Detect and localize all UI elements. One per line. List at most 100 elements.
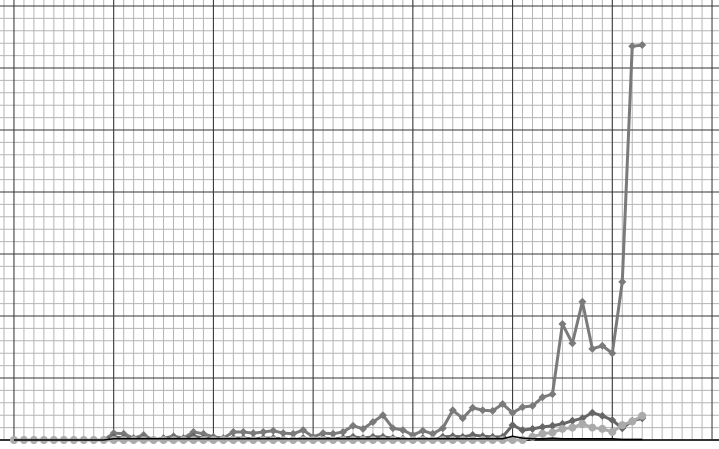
marker [219, 436, 228, 444]
marker [109, 436, 118, 444]
marker [608, 416, 617, 425]
marker [488, 436, 497, 444]
marker [289, 436, 298, 444]
marker [588, 408, 597, 417]
marker [608, 427, 617, 436]
series-line [13, 414, 643, 442]
marker [179, 436, 188, 444]
marker [468, 436, 477, 444]
marker [309, 436, 318, 444]
marker [319, 436, 328, 444]
marker [578, 414, 587, 423]
marker [329, 436, 338, 444]
marker [209, 436, 218, 444]
marker [199, 436, 208, 444]
marker [578, 297, 587, 306]
marker [279, 436, 288, 444]
marker [398, 436, 407, 444]
marker [608, 349, 617, 358]
marker [428, 429, 437, 438]
marker [418, 426, 427, 435]
marker [508, 408, 517, 417]
marker [448, 436, 457, 444]
marker [548, 421, 557, 430]
marker [229, 427, 238, 436]
marker [169, 436, 178, 444]
marker [568, 339, 577, 348]
marker [378, 411, 387, 420]
marker [638, 411, 647, 420]
marker [498, 436, 507, 444]
series-line [13, 435, 643, 441]
marker [239, 436, 248, 444]
marker [368, 418, 377, 427]
marker [558, 424, 567, 433]
marker [588, 344, 597, 353]
marker [448, 406, 457, 415]
marker [458, 436, 467, 444]
marker [438, 424, 447, 433]
marker [508, 436, 517, 444]
marker [548, 428, 557, 437]
marker [418, 436, 427, 444]
marker [388, 424, 397, 433]
marker [568, 416, 577, 425]
marker [508, 421, 517, 430]
marker [498, 400, 507, 409]
marker [358, 436, 367, 444]
marker [628, 42, 637, 51]
marker [558, 320, 567, 329]
marker [458, 414, 467, 423]
marker [249, 436, 258, 444]
marker [588, 423, 597, 432]
marker [578, 419, 587, 428]
marker [568, 423, 577, 432]
marker [349, 436, 358, 444]
marker [528, 424, 537, 433]
marker [349, 421, 358, 430]
marker [339, 427, 348, 436]
marker [259, 436, 268, 444]
marker [618, 277, 627, 286]
marker [149, 436, 158, 444]
marker [189, 436, 198, 444]
marker [478, 406, 487, 415]
marker [368, 436, 377, 444]
marker [289, 429, 298, 438]
marker [538, 422, 547, 431]
marker [299, 426, 308, 435]
marker [269, 436, 278, 444]
marker [269, 426, 278, 435]
marker [229, 436, 238, 444]
marker [478, 436, 487, 444]
marker [319, 429, 328, 438]
marker [538, 429, 547, 438]
series-line [13, 43, 643, 442]
marker [598, 424, 607, 433]
marker [189, 427, 198, 436]
marker [598, 341, 607, 350]
marker [358, 424, 367, 433]
marker [378, 436, 387, 444]
marker [329, 429, 338, 438]
marker [638, 41, 647, 50]
marker [618, 421, 627, 430]
marker [239, 427, 248, 436]
marker [139, 436, 148, 444]
marker [339, 436, 348, 444]
marker [518, 426, 527, 435]
marker [538, 393, 547, 402]
marker [259, 427, 268, 436]
marker [279, 429, 288, 438]
marker [129, 436, 138, 444]
marker [518, 403, 527, 412]
marker [119, 436, 128, 444]
marker [249, 429, 258, 438]
marker [159, 436, 168, 444]
marker [428, 436, 437, 444]
marker [438, 436, 447, 444]
marker [119, 429, 128, 438]
marker [408, 436, 417, 444]
